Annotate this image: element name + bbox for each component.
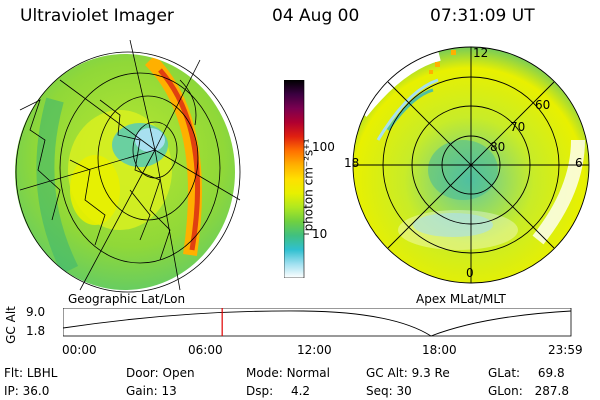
- status-mode: Mode: Normal: [246, 366, 330, 380]
- status-seq: Seq: 30: [366, 384, 412, 398]
- altitude-plot: [63, 308, 572, 337]
- altitude-curve: [63, 310, 572, 337]
- alt-x-tick-0: 00:00: [62, 343, 97, 357]
- status-door: Door: Open: [126, 366, 195, 380]
- status-glon: GLon: 287.8: [488, 384, 569, 398]
- polar-grid: [352, 46, 590, 284]
- geographic-image: [15, 40, 241, 293]
- status-dsp: Dsp: 4.2: [246, 384, 311, 398]
- mlat-label-70: 70: [510, 120, 526, 134]
- alt-tick-1.8: 1.8: [26, 324, 46, 338]
- instrument-title: Ultraviolet Imager: [20, 6, 174, 26]
- mlt-label-6: 6: [575, 156, 583, 170]
- colorbar-tick-10: 10: [312, 227, 328, 241]
- mlt-label-12: 12: [473, 46, 489, 60]
- polar-image: [352, 46, 590, 284]
- graticule: [15, 40, 241, 293]
- status-ip: IP: 36.0: [4, 384, 50, 398]
- status-gc-alt: GC Alt: 9.3 Re: [366, 366, 450, 380]
- polar-caption: Apex MLat/MLT: [416, 292, 506, 306]
- colorbar-ramp: [284, 80, 305, 278]
- status-flt: Flt: LBHL: [4, 366, 58, 380]
- mlat-label-80: 80: [490, 140, 506, 154]
- alt-x-tick-2: 12:00: [297, 343, 332, 357]
- status-glat: GLat: 69.8: [488, 366, 565, 380]
- geographic-caption: Geographic Lat/Lon: [68, 292, 186, 306]
- alt-x-tick-4: 23:59: [548, 343, 583, 357]
- colorbar-unit-label: photon cm⁻²s⁻¹: [301, 138, 316, 232]
- date-label: 04 Aug 00: [272, 6, 360, 26]
- alt-tick-9: 9.0: [26, 305, 46, 319]
- emission-fill: [15, 54, 235, 290]
- alt-x-tick-1: 06:00: [188, 343, 223, 357]
- colorbar: [284, 80, 309, 278]
- mlat-label-60: 60: [535, 98, 551, 112]
- time-label: 07:31:09 UT: [430, 6, 535, 26]
- alt-axis-label: GC Alt: [3, 306, 18, 344]
- colorbar-tick-100: 100: [312, 140, 335, 154]
- mlt-label-0: 0: [466, 266, 474, 280]
- alt-x-tick-3: 18:00: [422, 343, 457, 357]
- status-gain: Gain: 13: [126, 384, 177, 398]
- mlt-label-18: 18: [344, 156, 360, 170]
